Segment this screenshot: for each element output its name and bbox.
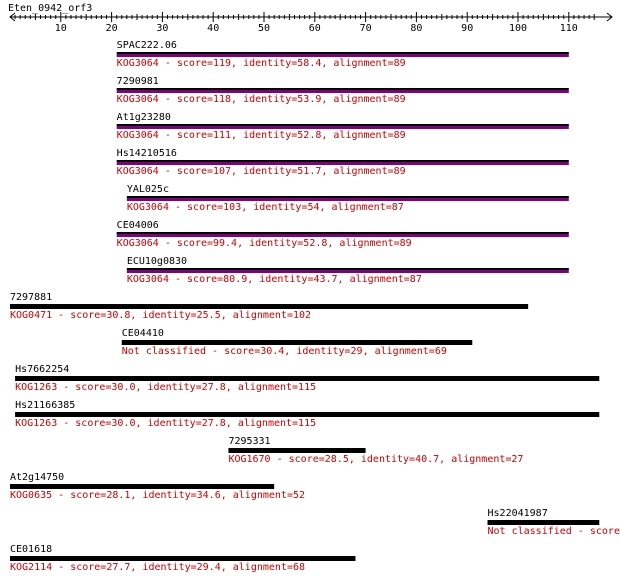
hit-name[interactable]: ECU10g0830 (127, 256, 187, 267)
hit-bar[interactable] (116, 88, 569, 90)
hit-row[interactable]: Hs21166385 KOG1263 - score=30.0, identity… (15, 400, 600, 429)
hit-name[interactable]: Hs21166385 (15, 400, 75, 411)
hit-row[interactable]: 7297881 KOG0471 - score=30.8, identity=25… (10, 292, 529, 321)
hit-bar[interactable] (126, 196, 569, 198)
hit-description[interactable]: KOG0635 - score=28.1, identity=34.6, ali… (10, 490, 305, 501)
axis-tick-label: 70 (360, 23, 372, 34)
hit-row[interactable]: YAL025c KOG3064 - score=103, identity=54,… (126, 184, 569, 213)
hit-bar[interactable] (126, 268, 569, 270)
hit-row[interactable]: SPAC222.06 KOG3064 - score=119, identity=… (116, 40, 569, 69)
hit-description[interactable]: KOG1263 - score=30.0, identity=27.8, ali… (15, 382, 316, 393)
hit-bar-kog[interactable] (116, 234, 569, 237)
hit-name[interactable]: 7295331 (228, 436, 270, 447)
hit-row[interactable]: Hs7662254 KOG1263 - score=30.0, identity=… (15, 364, 600, 393)
axis-tick-label: 50 (258, 23, 270, 34)
hit-bar[interactable] (116, 124, 569, 126)
axis-tick-label: 90 (461, 23, 473, 34)
hit-bar-kog[interactable] (126, 198, 569, 201)
hit-bar-kog[interactable] (116, 162, 569, 165)
query-title: Eten_0942_orf3 (8, 3, 92, 14)
hit-name[interactable]: At1g23280 (117, 112, 171, 123)
hit-row[interactable]: CE04006 KOG3064 - score=99.4, identity=52… (116, 220, 569, 249)
hit-description[interactable]: KOG3064 - score=107, identity=51.7, alig… (117, 166, 406, 177)
hit-bar-kog[interactable] (116, 90, 569, 93)
hit-name[interactable]: At2g14750 (10, 472, 64, 483)
hit-description[interactable]: Not classified - score=30.4, identity=29… (122, 346, 447, 357)
hit-description[interactable]: KOG3064 - score=111, identity=52.8, alig… (117, 130, 406, 141)
hit-description[interactable]: KOG3064 - score=99.4, identity=52.8, ali… (117, 238, 412, 249)
axis-tick-label: 80 (410, 23, 422, 34)
hit-name[interactable]: SPAC222.06 (117, 40, 177, 51)
hit-bar-kog[interactable] (116, 126, 569, 129)
axis-tick-label: 100 (509, 23, 527, 34)
hit-bar[interactable] (487, 520, 600, 525)
hit-name[interactable]: 7290981 (117, 76, 159, 87)
axis-tick-label: 20 (106, 23, 118, 34)
axis-tick-label: 110 (560, 23, 578, 34)
hit-name[interactable]: Hs7662254 (15, 364, 69, 375)
hit-row[interactable]: Hs22041987 Not classified - score= (487, 508, 620, 537)
hit-description[interactable]: KOG3064 - score=80.9, identity=43.7, ali… (127, 274, 422, 285)
axis-left-arrow-icon (9, 12, 16, 22)
hit-name[interactable]: Hs22041987 (488, 508, 548, 519)
hit-name[interactable]: 7297881 (10, 292, 52, 303)
hit-bar-kog[interactable] (116, 54, 569, 57)
hit-row[interactable]: CE04410 Not classified - score=30.4, iden… (121, 328, 473, 357)
hit-description[interactable]: KOG0471 - score=30.8, identity=25.5, ali… (10, 310, 311, 321)
hit-description[interactable]: KOG1670 - score=28.5, identity=40.7, ali… (228, 454, 523, 465)
axis-tick-label: 30 (156, 23, 168, 34)
hit-description[interactable]: KOG3064 - score=119, identity=58.4, alig… (117, 58, 406, 69)
sequence-axis: 10 20 30 40 50 60 70 80 90 100 110 (9, 12, 613, 34)
hit-bar[interactable] (116, 52, 569, 54)
hit-bar[interactable] (10, 484, 275, 489)
hit-description[interactable]: KOG3064 - score=103, identity=54, alignm… (127, 202, 404, 213)
hit-bar[interactable] (121, 340, 473, 345)
hit-bar[interactable] (228, 448, 366, 453)
hit-description[interactable]: KOG3064 - score=118, identity=53.9, alig… (117, 94, 406, 105)
hit-name[interactable]: Hs14210516 (117, 148, 177, 159)
hit-description[interactable]: KOG1263 - score=30.0, identity=27.8, ali… (15, 418, 316, 429)
axis-tick-label: 10 (55, 23, 67, 34)
hit-row[interactable]: ECU10g0830 KOG3064 - score=80.9, identity… (126, 256, 569, 285)
hit-bar[interactable] (10, 304, 529, 309)
hit-row[interactable]: At1g23280 KOG3064 - score=111, identity=5… (116, 112, 569, 141)
hit-bar[interactable] (116, 160, 569, 162)
hit-description[interactable]: KOG2114 - score=27.7, identity=29.4, ali… (10, 562, 305, 573)
hit-name[interactable]: YAL025c (127, 184, 169, 195)
hit-list: SPAC222.06 KOG3064 - score=119, identity=… (10, 40, 620, 573)
axis-right-arrow-icon (606, 12, 613, 22)
hit-description[interactable]: Not classified - score= (488, 526, 620, 537)
hit-bar[interactable] (15, 412, 600, 417)
hit-bar[interactable] (10, 556, 356, 561)
hit-name[interactable]: CE04006 (117, 220, 159, 231)
hit-row[interactable]: At2g14750 KOG0635 - score=28.1, identity=… (10, 472, 305, 501)
hit-row[interactable]: 7295331 KOG1670 - score=28.5, identity=40… (228, 436, 523, 465)
hit-name[interactable]: CE04410 (122, 328, 164, 339)
hit-bar[interactable] (116, 232, 569, 234)
hit-name[interactable]: CE01618 (10, 544, 52, 555)
hit-bar-kog[interactable] (126, 270, 569, 273)
hit-row[interactable]: 7290981 KOG3064 - score=118, identity=53.… (116, 76, 569, 105)
hit-bar[interactable] (15, 376, 600, 381)
hit-row[interactable]: CE01618 KOG2114 - score=27.7, identity=29… (10, 544, 356, 573)
axis-tick-label: 40 (207, 23, 219, 34)
hit-row[interactable]: Hs14210516 KOG3064 - score=107, identity=… (116, 148, 569, 177)
axis-tick-label: 60 (309, 23, 321, 34)
